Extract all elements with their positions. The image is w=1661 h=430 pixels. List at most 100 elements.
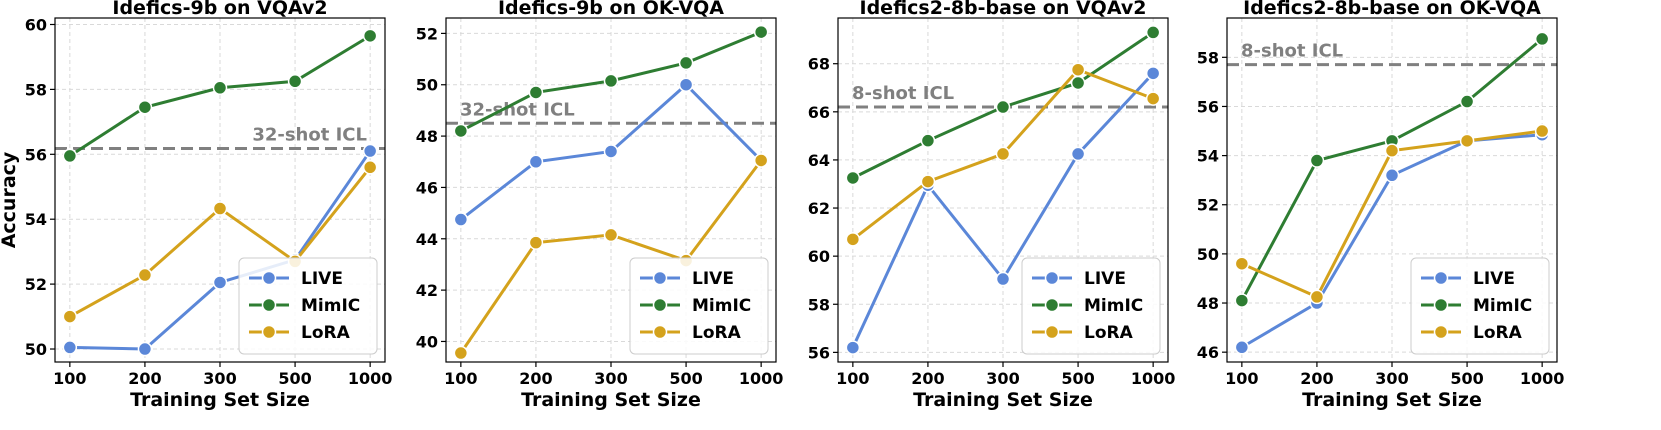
data-point-lora — [212, 201, 228, 216]
legend-swatch-marker — [652, 297, 668, 313]
data-point-mimic — [528, 85, 544, 100]
data-point-live — [212, 275, 228, 290]
data-point-mimic — [137, 99, 153, 115]
x-tick-label: 500 — [1061, 369, 1094, 388]
y-tick-label: 44 — [416, 230, 438, 249]
data-point-lora — [453, 345, 469, 361]
data-point-lora — [1145, 91, 1161, 106]
x-tick-label: 100 — [1225, 369, 1258, 388]
y-tick-label: 52 — [25, 275, 47, 294]
y-tick-label: 56 — [1197, 97, 1219, 116]
data-point-live — [1145, 66, 1161, 81]
data-point-mimic — [1309, 153, 1325, 168]
data-point-mimic — [920, 133, 936, 148]
data-point-lora — [1534, 123, 1550, 139]
data-point-lora — [603, 227, 619, 243]
x-tick-label: 1000 — [348, 369, 393, 388]
y-tick-label: 52 — [1197, 196, 1219, 215]
data-point-lora — [1384, 143, 1400, 158]
data-point-lora — [62, 309, 78, 324]
legend: LIVE MimIC LoRA — [1410, 257, 1550, 355]
y-tick-label: 48 — [1197, 294, 1219, 313]
data-point-live — [62, 340, 78, 355]
data-point-mimic — [603, 73, 619, 89]
legend-swatch-marker — [1433, 324, 1449, 340]
y-tick-label: 68 — [808, 55, 830, 74]
data-point-mimic — [995, 99, 1011, 115]
legend-swatch-marker — [1433, 270, 1449, 286]
data-point-live — [678, 77, 694, 92]
x-tick-label: 100 — [836, 369, 869, 388]
data-point-lora — [528, 235, 544, 250]
legend-swatch-marker — [652, 324, 668, 340]
legend-label-mimic: MimIC — [1084, 296, 1143, 316]
legend-label-lora: LoRA — [301, 323, 351, 343]
x-tick-label: 200 — [911, 369, 944, 388]
y-tick-label: 60 — [25, 15, 47, 34]
data-point-live — [137, 341, 153, 357]
legend-label-live: LIVE — [301, 269, 343, 289]
y-tick-label: 54 — [25, 210, 47, 229]
x-tick-label: 500 — [278, 369, 311, 388]
data-point-mimic — [753, 24, 769, 40]
x-tick-label: 300 — [203, 369, 236, 388]
legend-label-live: LIVE — [1473, 269, 1515, 289]
data-point-lora — [362, 160, 378, 175]
x-tick-label: 300 — [1375, 369, 1408, 388]
data-point-lora — [845, 232, 861, 247]
x-tick-label: 1000 — [739, 369, 784, 388]
data-point-lora — [753, 153, 769, 168]
data-point-live — [995, 271, 1011, 287]
y-tick-label: 58 — [808, 295, 830, 314]
legend-label-mimic: MimIC — [301, 296, 360, 316]
x-axis-label: Training Set Size — [521, 389, 701, 411]
legend-swatch-marker — [1044, 324, 1060, 340]
data-point-mimic — [1459, 94, 1475, 109]
y-tick-label: 56 — [808, 343, 830, 362]
chart-panel-4: 8-shot ICL 46 48 50 52 54 56 58 100 200 300 500 1000… — [1197, 0, 1565, 411]
legend-label-live: LIVE — [1084, 269, 1126, 289]
y-tick-label: 64 — [808, 151, 830, 170]
x-tick-label: 300 — [986, 369, 1019, 388]
data-point-mimic — [362, 28, 378, 44]
y-tick-label: 42 — [416, 281, 438, 300]
chart-title: Idefics-9b on OK-VQA — [498, 0, 724, 19]
x-tick-label: 200 — [128, 369, 161, 388]
data-point-live — [845, 340, 861, 355]
y-tick-label: 48 — [416, 127, 438, 146]
x-tick-label: 500 — [669, 369, 702, 388]
legend-label-lora: LoRA — [1473, 323, 1523, 343]
data-point-live — [362, 143, 378, 159]
data-point-lora — [1070, 62, 1086, 77]
chart-title: Idefics2-8b-base on VQAv2 — [860, 0, 1147, 19]
y-tick-label: 58 — [1197, 48, 1219, 67]
data-point-live — [603, 144, 619, 159]
data-point-mimic — [845, 170, 861, 186]
chart-title: Idefics2-8b-base on OK-VQA — [1243, 0, 1541, 19]
x-tick-label: 300 — [594, 369, 627, 388]
y-tick-label: 52 — [416, 24, 438, 43]
legend-swatch-marker — [261, 324, 277, 340]
data-point-mimic — [1070, 75, 1086, 91]
legend: LIVE MimIC LoRA — [1021, 257, 1161, 355]
data-point-lora — [137, 267, 153, 283]
x-axis-label: Training Set Size — [1302, 389, 1482, 411]
legend-swatch-marker — [1044, 297, 1060, 313]
x-axis-label: Training Set Size — [913, 389, 1093, 411]
data-point-live — [1070, 146, 1086, 162]
legend-label-lora: LoRA — [1084, 323, 1134, 343]
data-point-live — [1384, 168, 1400, 183]
shared-y-axis-label: Accuracy — [0, 151, 20, 248]
legend-label-live: LIVE — [692, 269, 734, 289]
data-point-lora — [995, 146, 1011, 162]
data-point-mimic — [287, 74, 303, 89]
x-tick-label: 100 — [444, 369, 477, 388]
x-tick-label: 100 — [53, 369, 86, 388]
y-tick-label: 50 — [25, 340, 47, 359]
y-tick-label: 50 — [416, 76, 438, 95]
y-tick-label: 62 — [808, 199, 830, 218]
y-tick-label: 66 — [808, 103, 830, 122]
data-point-mimic — [1534, 31, 1550, 47]
